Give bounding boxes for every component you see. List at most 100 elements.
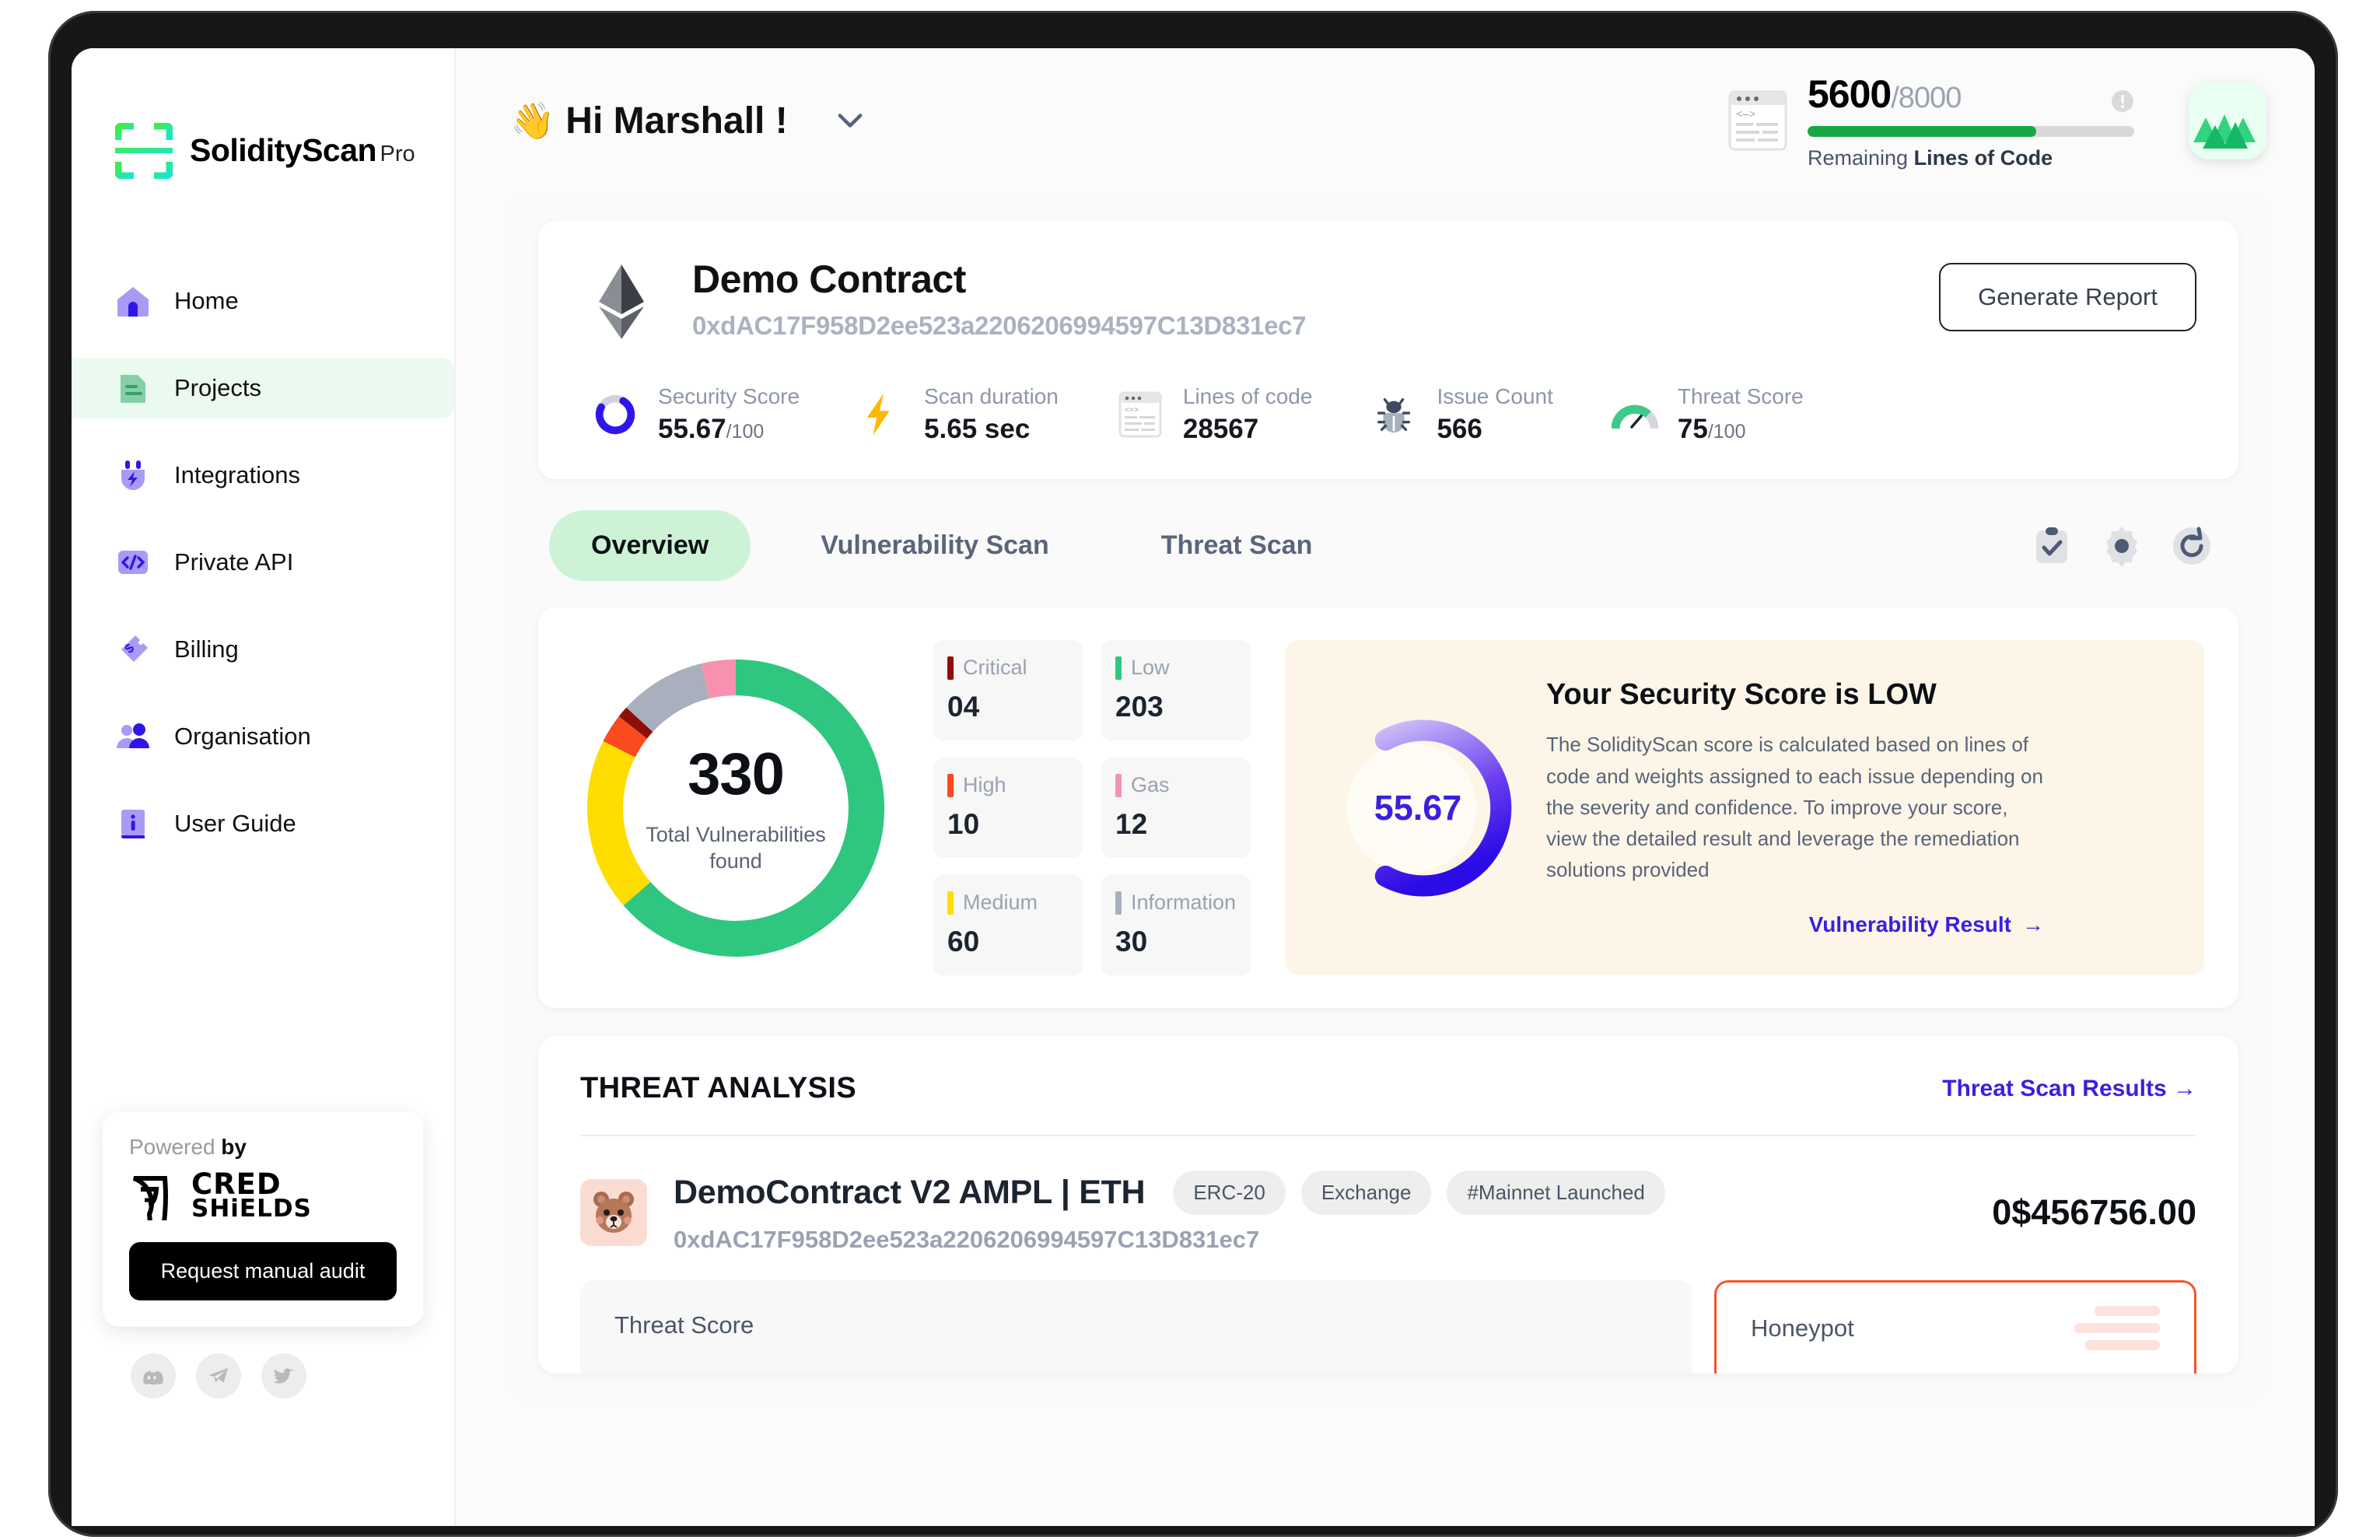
sidebar-item-label: Home <box>174 287 239 314</box>
donut-slice-medium <box>586 740 651 905</box>
severity-label: Low <box>1131 656 1170 679</box>
ethereum-icon <box>591 263 652 341</box>
contract-metrics: Security Score 55.67/100 Scan duration 5… <box>580 384 2196 445</box>
severity-card-information[interactable]: Information 30 <box>1101 875 1251 975</box>
tab-threat-scan[interactable]: Threat Scan <box>1160 530 1313 560</box>
lines-used-value: 5600 <box>1808 72 1892 116</box>
bug-icon <box>1370 390 1418 439</box>
threat-bottom-cards: Threat Score Honeypot <box>580 1280 2196 1374</box>
token-chips: ERC-20 Exchange #Mainnet Launched <box>1173 1171 1665 1215</box>
token-price: 0$456756.00 <box>1992 1192 2196 1232</box>
token-address: 0xdAC17F958D2ee523a2206206994597C13D831e… <box>674 1226 1260 1253</box>
brand-plan: Pro <box>380 142 415 167</box>
security-score-gauge: 55.67 <box>1321 711 1515 905</box>
severity-value: 203 <box>1115 691 1164 723</box>
sidebar-item-projects[interactable]: Projects <box>72 358 454 418</box>
credshields-line1: CRED <box>191 1167 282 1201</box>
arrow-right-icon: → <box>2173 1075 2196 1101</box>
honeypot-card[interactable]: Honeypot <box>1714 1280 2196 1374</box>
severity-card-high[interactable]: High 10 <box>933 758 1083 858</box>
contract-address: 0xdAC17F958D2ee523a2206206994597C13D831e… <box>692 311 1307 340</box>
credshields-line2: SHiELDS <box>191 1194 312 1223</box>
info-icon[interactable] <box>2111 89 2134 117</box>
sidebar-item-billing[interactable]: $ Billing <box>72 619 454 680</box>
request-manual-audit-button[interactable]: Request manual audit <box>129 1242 397 1300</box>
donut-slice-low <box>623 659 885 957</box>
metric-lines-of-code: <=> Lines of code 28567 <box>1116 384 1312 445</box>
vulnerability-result-link[interactable]: Vulnerability Result → <box>1546 912 2044 937</box>
people-icon <box>115 719 151 754</box>
contract-card: Demo Contract 0xdAC17F958D2ee523a2206206… <box>538 221 2238 479</box>
severity-value: 30 <box>1115 926 1148 957</box>
security-score-value: 55.67 <box>1374 787 1462 828</box>
sidebar-nav: Home Projects <box>72 271 454 854</box>
powered-by-label: Powered by <box>129 1135 397 1160</box>
sidebar-item-user-guide[interactable]: User Guide <box>72 793 454 854</box>
twitter-icon[interactable] <box>261 1353 306 1398</box>
arrow-right-icon: → <box>2022 912 2044 936</box>
sidebar-item-home[interactable]: Home <box>72 271 454 331</box>
sidebar-item-integrations[interactable]: Integrations <box>72 445 454 506</box>
user-avatar[interactable] <box>2189 82 2266 159</box>
content-shell: Demo Contract 0xdAC17F958D2ee523a2206206… <box>510 193 2266 1402</box>
severity-label: Gas <box>1131 773 1170 796</box>
metric-threat-score: Threat Score 75/100 <box>1611 384 1804 445</box>
main-area: 👋 Hi Marshall ! <—> <box>456 48 2315 1526</box>
tab-vulnerability-scan[interactable]: Vulnerability Scan <box>821 530 1049 560</box>
severity-value: 04 <box>947 691 980 723</box>
severity-card-low[interactable]: Low 203 <box>1101 640 1251 740</box>
clipboard-check-icon[interactable] <box>2030 524 2074 568</box>
scan-bracket-icon <box>114 122 173 180</box>
price-tag-icon: $ <box>115 632 151 667</box>
tab-overview[interactable]: Overview <box>549 510 751 581</box>
sidebar-item-label: Private API <box>174 548 294 576</box>
threat-scan-results-label: Threat Scan Results <box>1942 1075 2167 1101</box>
metric-label: Security Score <box>658 384 800 408</box>
svg-text:<—>: <—> <box>1736 109 1755 121</box>
donut-caption: Total Vulnerabilities found <box>646 823 826 873</box>
sidebar-item-label: Integrations <box>174 461 300 488</box>
metric-scan-duration: Scan duration 5.65 sec <box>857 384 1059 445</box>
token-name: DemoContract V2 AMPL | ETH <box>674 1174 1146 1211</box>
severity-color-bar <box>1115 891 1122 915</box>
threat-score-card[interactable]: Threat Score <box>580 1280 1692 1374</box>
chip-mainnet-launched: #Mainnet Launched <box>1447 1171 1665 1215</box>
severity-card-medium[interactable]: Medium 60 <box>933 875 1083 975</box>
metric-suffix: /100 <box>1707 421 1746 443</box>
donut-total: 330 <box>688 741 785 808</box>
sidebar-item-private-api[interactable]: Private API <box>72 532 454 593</box>
chevron-down-icon[interactable] <box>833 103 867 138</box>
metric-label: Issue Count <box>1437 384 1553 408</box>
gear-icon[interactable] <box>2100 524 2144 568</box>
severity-card-critical[interactable]: Critical 04 <box>933 640 1083 740</box>
metric-security-score: Security Score 55.67/100 <box>591 384 800 445</box>
threat-analysis-card: THREAT ANALYSIS Threat Scan Results → <box>538 1036 2238 1374</box>
code-brackets-icon <box>115 544 151 580</box>
gauge-icon <box>1611 390 1659 439</box>
sidebar-item-organisation[interactable]: Organisation <box>72 706 454 767</box>
donut-slice-high <box>603 716 648 758</box>
metric-label: Threat Score <box>1677 384 1804 408</box>
chip-erc20: ERC-20 <box>1173 1171 1286 1215</box>
refresh-icon[interactable] <box>2170 524 2214 568</box>
threat-analysis-title: THREAT ANALYSIS <box>580 1072 857 1104</box>
severity-card-gas[interactable]: Gas 12 <box>1101 758 1251 858</box>
severity-color-bar <box>1115 773 1122 797</box>
donut-slice-gas <box>701 659 737 698</box>
document-icon <box>115 370 151 406</box>
powered-prefix: Powered <box>129 1135 222 1159</box>
sidebar-item-label: User Guide <box>174 810 296 837</box>
metric-value: 5.65 sec <box>924 414 1031 444</box>
brand[interactable]: SolidityScan Pro <box>72 48 454 180</box>
metric-label: Scan duration <box>924 384 1059 408</box>
code-file-icon: <=> <box>1116 390 1164 439</box>
telegram-icon[interactable] <box>196 1353 241 1398</box>
chip-exchange: Exchange <box>1300 1171 1432 1215</box>
honeypot-placeholder-lines <box>2074 1306 2160 1350</box>
generate-report-button[interactable]: Generate Report <box>1939 263 2196 331</box>
metric-value: 566 <box>1437 414 1482 444</box>
token-row: DemoContract V2 AMPL | ETH ERC-20 Exchan… <box>580 1136 2196 1280</box>
discord-icon[interactable] <box>131 1353 176 1398</box>
threat-scan-results-link[interactable]: Threat Scan Results → <box>1942 1076 2196 1102</box>
security-score-title: Your Security Score is LOW <box>1546 678 1937 712</box>
